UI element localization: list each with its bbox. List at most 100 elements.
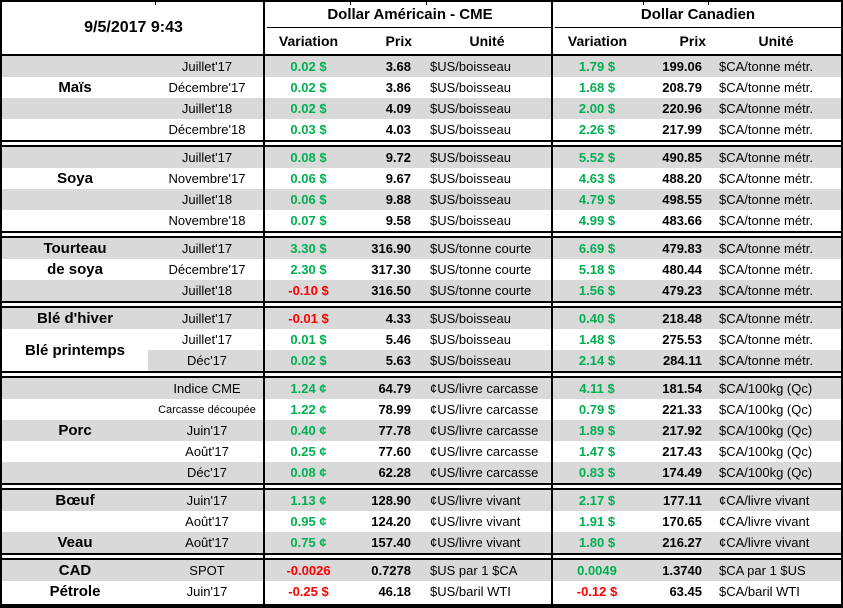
contract-month-text: Indice CME	[173, 381, 241, 396]
contract-month: Décembre'18	[148, 119, 266, 140]
us-price-text: 316.50	[371, 283, 411, 298]
us-unit-text: $US/tonne courte	[430, 283, 532, 298]
us-price: 0.7278	[351, 560, 420, 581]
us-unit-header: Unité	[469, 33, 505, 49]
us-variation-text: 1.22 ¢	[290, 402, 327, 417]
commodity-label: Blé printemps	[2, 329, 148, 359]
us-variation-text: 0.02 $	[290, 353, 327, 368]
us-variation: -0.25 $	[266, 581, 351, 602]
us-unit: $US/boisseau	[420, 350, 554, 371]
ca-unit: $CA/tonne métr.	[711, 259, 841, 280]
ca-price-text: 63.45	[669, 584, 702, 599]
us-price: 62.28	[351, 462, 420, 483]
us-variation: 0.75 ¢	[266, 532, 351, 553]
commodity-label	[2, 378, 148, 399]
us-price-text: 62.28	[378, 465, 411, 480]
us-variation: 0.02 $	[266, 56, 351, 77]
ca-variation-text: 0.83 $	[578, 465, 616, 480]
us-variation-text: -0.0026	[286, 563, 331, 578]
ca-price: 1.3740	[640, 560, 711, 581]
us-price-text: 77.60	[378, 444, 411, 459]
us-variation-text: 0.08 ¢	[290, 465, 327, 480]
contract-month: Juillet'18	[148, 98, 266, 119]
contract-month-text: Déc'17	[186, 353, 228, 368]
ca-variation: 6.69 $	[554, 238, 640, 259]
us-unit: $US/boisseau	[420, 189, 554, 210]
commodity-label-text: Maïs	[58, 79, 92, 96]
us-variation: 0.02 $	[266, 350, 351, 371]
us-unit-text: $US/tonne courte	[430, 241, 532, 256]
ca-variation-text: -0.12 $	[576, 584, 618, 599]
commodity-label-text: de soya	[47, 261, 103, 278]
ca-variation: 0.0049	[554, 560, 640, 581]
ca-price: 216.27	[640, 532, 711, 553]
ca-variation: 1.56 $	[554, 280, 640, 301]
commodity-label: Porc	[2, 420, 148, 441]
us-variation: 0.06 $	[266, 168, 351, 189]
ca-unit: $CA/tonne métr.	[711, 210, 841, 231]
ca-unit-text: $CA/100kg (Qc)	[719, 444, 813, 459]
ca-unit-text: $CA/tonne métr.	[719, 241, 813, 256]
ca-price: 174.49	[640, 462, 711, 483]
ca-price-text: 181.54	[662, 381, 702, 396]
us-unit: $US/boisseau	[420, 168, 554, 189]
us-unit: $US/tonne courte	[420, 259, 554, 280]
ca-variation: 1.47 $	[554, 441, 640, 462]
us-price: 3.68	[351, 56, 420, 77]
us-unit: ¢US/livre carcasse	[420, 441, 554, 462]
contract-month-text: Août'17	[185, 535, 229, 550]
ca-price-text: 174.49	[662, 465, 702, 480]
gridline-stub	[426, 0, 427, 5]
ca-price-text: 177.11	[662, 493, 702, 508]
commodity-label-text: Veau	[57, 534, 93, 551]
us-variation: 0.25 ¢	[266, 441, 351, 462]
ca-unit: ¢CA/livre vivant	[711, 511, 841, 532]
us-price: 9.72	[351, 147, 420, 168]
ca-unit: $CA/tonne métr.	[711, 238, 841, 259]
us-price: 5.63	[351, 350, 420, 371]
ca-price: 479.23	[640, 280, 711, 301]
ca-unit: $CA/baril WTI	[711, 581, 841, 602]
us-price: 4.33	[351, 308, 420, 329]
us-price: 3.86	[351, 77, 420, 98]
us-price-header: Prix	[385, 33, 412, 49]
ca-variation: 0.83 $	[554, 462, 640, 483]
ca-variation-text: 1.80 $	[578, 535, 616, 550]
table-row: Carcasse découpée 1.22 ¢ 78.99 ¢US/livre ca…	[2, 399, 841, 420]
ca-price: 480.44	[640, 259, 711, 280]
us-unit-text: ¢US/livre carcasse	[430, 402, 539, 417]
table-row: Soya Novembre'17 0.06 $ 9.67 $US/boisseau 4.6…	[2, 168, 841, 189]
commodity-label	[2, 189, 148, 210]
ca-price-text: 479.23	[662, 283, 702, 298]
ca-unit-text: ¢CA/livre vivant	[719, 493, 810, 508]
ca-unit: $CA/tonne métr.	[711, 280, 841, 301]
contract-month-text: Décembre'17	[168, 80, 246, 95]
table-row: Bœuf Juin'17 1.13 ¢ 128.90 ¢US/livre vivant 2…	[2, 490, 841, 511]
us-unit-text: ¢US/livre vivant	[430, 514, 521, 529]
us-variation-text: 0.95 ¢	[290, 514, 327, 529]
us-price: 316.50	[351, 280, 420, 301]
us-unit: $US/boisseau	[420, 308, 554, 329]
ca-variation-text: 2.17 $	[578, 493, 616, 508]
table-row: Juillet'18 0.06 $ 9.88 $US/boisseau 4.79 $ 49…	[2, 189, 841, 210]
table-row: Juillet'17 0.08 $ 9.72 $US/boisseau 5.52 $ 49…	[2, 147, 841, 168]
ca-price-text: 284.11	[662, 353, 702, 368]
ca-unit-text: $CA/tonne métr.	[719, 122, 813, 137]
commodity-label	[2, 98, 148, 119]
table-row: Août'17 0.95 ¢ 124.20 ¢US/livre vivant 1.91 …	[2, 511, 841, 532]
ca-price-text: 221.33	[662, 402, 702, 417]
us-variation: -0.0026	[266, 560, 351, 581]
us-variation-text: -0.10 $	[288, 283, 329, 298]
section-ble: Blé d'hiver Juillet'17 -0.01 $ 4.33 $US/bois…	[2, 306, 841, 373]
contract-month: Juin'17	[148, 490, 266, 511]
ca-price: 170.65	[640, 511, 711, 532]
us-variation-text: -0.25 $	[288, 584, 329, 599]
section-cad-petrole: CAD SPOT -0.0026 0.7278 $US par 1 $CA 0.0049 1…	[2, 558, 841, 602]
contract-month: Décembre'17	[148, 77, 266, 98]
us-price-text: 46.18	[378, 584, 411, 599]
commodity-label: de soya	[2, 259, 148, 280]
us-variation-text: 0.03 $	[290, 122, 327, 137]
us-price-text: 128.90	[371, 493, 411, 508]
sections-container: Juillet'17 0.02 $ 3.68 $US/boisseau 1.79 $ 19…	[2, 56, 841, 602]
ca-price: 199.06	[640, 56, 711, 77]
